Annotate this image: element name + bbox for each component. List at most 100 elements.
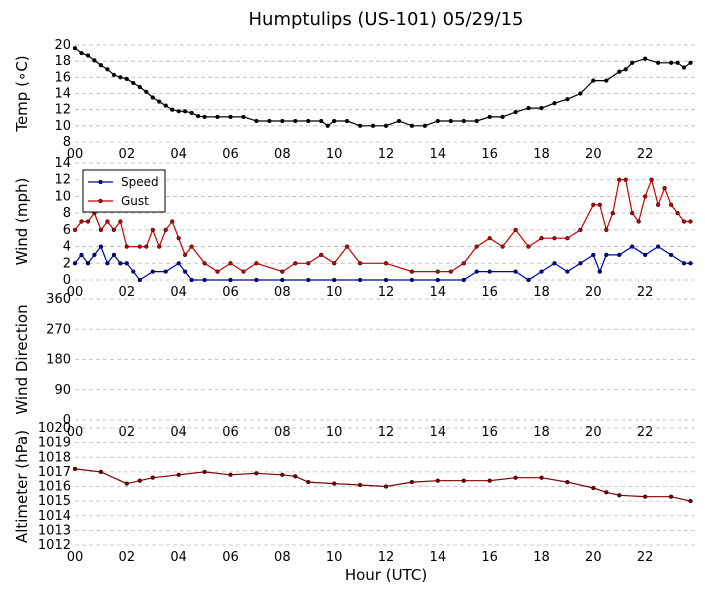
data-point bbox=[98, 227, 104, 233]
x-tick-label: 12 bbox=[378, 147, 395, 162]
data-point bbox=[228, 472, 233, 477]
series-gust-line bbox=[74, 177, 691, 273]
x-tick-label: 12 bbox=[378, 285, 395, 300]
data-point bbox=[630, 60, 635, 65]
data-point bbox=[487, 114, 492, 120]
data-point bbox=[681, 261, 687, 266]
data-point bbox=[448, 269, 453, 274]
y-tick-label: 12 bbox=[54, 103, 71, 118]
data-point bbox=[383, 484, 389, 489]
x-tick-label: 20 bbox=[585, 147, 602, 162]
x-tick-label: 02 bbox=[119, 425, 136, 440]
data-point bbox=[409, 479, 415, 485]
data-point bbox=[344, 118, 350, 124]
y-tick-label: 1015 bbox=[38, 494, 71, 509]
y-tick-label: 1012 bbox=[38, 538, 71, 553]
data-point bbox=[617, 252, 622, 258]
data-point bbox=[422, 123, 428, 128]
data-point bbox=[182, 269, 188, 274]
data-point bbox=[500, 114, 505, 120]
data-point bbox=[435, 478, 440, 483]
data-point bbox=[617, 69, 622, 74]
x-tick-label: 00 bbox=[67, 147, 84, 162]
x-tick-label: 04 bbox=[170, 285, 187, 300]
x-tick-label: 14 bbox=[430, 147, 447, 162]
data-point bbox=[280, 472, 285, 477]
data-point bbox=[92, 58, 97, 63]
x-tick-label: 02 bbox=[119, 285, 136, 300]
data-point bbox=[170, 107, 175, 112]
data-point bbox=[293, 474, 298, 479]
data-point bbox=[111, 227, 117, 233]
x-tick-label: 04 bbox=[170, 550, 187, 565]
data-point bbox=[565, 236, 570, 241]
y-tick-label: 1016 bbox=[38, 480, 71, 495]
x-tick-label: 14 bbox=[430, 285, 447, 300]
data-point bbox=[474, 118, 479, 124]
y-tick-label: 0 bbox=[63, 413, 71, 428]
data-point bbox=[150, 269, 155, 274]
data-point bbox=[254, 277, 259, 283]
y-tick-label: 1013 bbox=[38, 523, 71, 538]
data-point bbox=[617, 177, 622, 182]
data-point bbox=[610, 210, 615, 216]
data-point bbox=[163, 227, 168, 233]
y-tick-label: 14 bbox=[54, 156, 71, 171]
x-tick-label: 22 bbox=[637, 425, 654, 440]
y-tick-label: 90 bbox=[54, 383, 71, 398]
y-tick-label: 10 bbox=[54, 189, 71, 204]
y-tick-label: 360 bbox=[46, 292, 71, 307]
y-tick-label: 1019 bbox=[38, 436, 71, 451]
data-point bbox=[176, 472, 181, 477]
data-point bbox=[105, 67, 110, 72]
x-tick-label: 18 bbox=[533, 550, 550, 565]
x-tick-label: 08 bbox=[274, 425, 291, 440]
data-point bbox=[306, 479, 311, 485]
data-point bbox=[675, 60, 680, 65]
data-point bbox=[163, 269, 168, 274]
y-tick-label: 20 bbox=[54, 38, 71, 53]
data-point bbox=[435, 277, 440, 283]
data-point bbox=[332, 481, 337, 486]
data-point bbox=[474, 269, 479, 274]
data-point bbox=[176, 236, 181, 241]
data-point bbox=[118, 75, 123, 80]
x-tick-label: 18 bbox=[533, 147, 550, 162]
data-point bbox=[254, 118, 259, 124]
data-point bbox=[79, 50, 84, 56]
data-point bbox=[85, 53, 91, 58]
data-point bbox=[487, 236, 492, 241]
data-point bbox=[688, 219, 693, 224]
data-point bbox=[280, 277, 285, 283]
data-point bbox=[357, 277, 363, 283]
data-point bbox=[526, 244, 531, 249]
data-point bbox=[513, 109, 518, 115]
data-point bbox=[163, 103, 168, 108]
data-point bbox=[552, 261, 557, 266]
x-tick-label: 20 bbox=[585, 425, 602, 440]
y-axis-label: Temp (∘C) bbox=[13, 55, 31, 132]
data-point bbox=[370, 123, 376, 128]
data-point bbox=[189, 277, 194, 283]
data-point bbox=[461, 277, 466, 283]
data-point bbox=[513, 269, 518, 274]
data-point bbox=[228, 277, 233, 283]
data-point bbox=[189, 244, 194, 249]
y-axis-label: Altimeter (hPa) bbox=[13, 430, 31, 543]
data-point bbox=[448, 118, 453, 124]
data-point bbox=[649, 177, 654, 182]
data-point bbox=[332, 277, 337, 283]
data-point bbox=[176, 109, 181, 114]
x-tick-label: 16 bbox=[481, 425, 498, 440]
y-tick-label: 6 bbox=[63, 223, 71, 238]
data-point bbox=[513, 475, 518, 480]
x-tick-label: 06 bbox=[222, 147, 239, 162]
data-point bbox=[85, 219, 91, 224]
y-tick-label: 10 bbox=[54, 119, 71, 134]
legend-marker-speed bbox=[98, 179, 103, 185]
data-point bbox=[98, 63, 104, 68]
data-point bbox=[228, 114, 233, 120]
data-point bbox=[79, 219, 84, 224]
